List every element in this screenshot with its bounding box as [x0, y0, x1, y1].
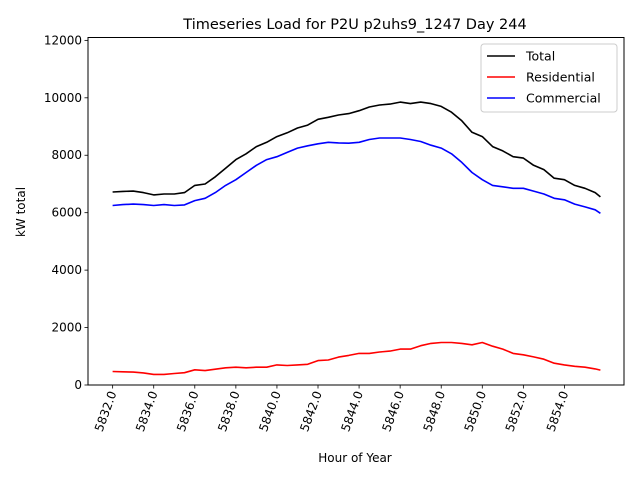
legend-label-total: Total [525, 49, 555, 64]
series-line-commercial [112, 137, 601, 214]
y-tick-label: 8000 [51, 148, 82, 162]
series-line-total [112, 101, 601, 198]
y-tick-label: 4000 [51, 263, 82, 277]
y-tick-label: 6000 [51, 206, 82, 220]
chart-title: Timeseries Load for P2U p2uhs9_1247 Day … [182, 17, 526, 33]
plot-area-frame [87, 37, 625, 386]
legend-label-commercial: Commercial [526, 91, 601, 106]
x-axis-label: Hour of Year [318, 451, 392, 465]
legend-label-residential: Residential [526, 70, 595, 85]
y-tick-label: 0 [74, 378, 82, 392]
y-axis-label: kW total [14, 187, 28, 237]
series-line-residential [112, 341, 601, 376]
y-tick-label: 12000 [44, 33, 82, 47]
y-tick-label: 2000 [51, 321, 82, 335]
y-tick-label: 10000 [44, 91, 82, 105]
legend: Total Residential Commercial [480, 43, 618, 113]
legend-box [480, 43, 618, 113]
